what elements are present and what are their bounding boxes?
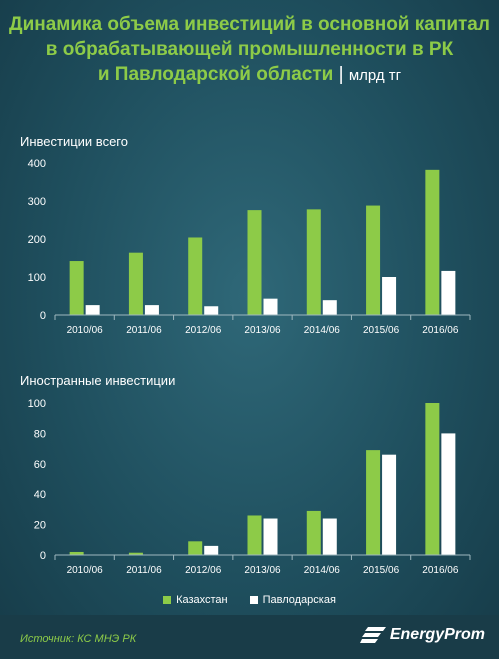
x-tick-label: 2012/06 bbox=[185, 565, 222, 576]
bar-pavlodar bbox=[441, 433, 456, 555]
y-tick-label: 20 bbox=[34, 520, 46, 532]
legend: Казахстан Павлодарская bbox=[0, 594, 499, 606]
panel-2-title: Иностранные инвестиции bbox=[20, 373, 176, 388]
y-tick-label: 80 bbox=[34, 428, 46, 440]
bar-kazakhstan bbox=[188, 237, 203, 315]
bar-kazakhstan bbox=[247, 515, 262, 555]
bar-kazakhstan bbox=[306, 209, 321, 315]
y-tick-label: 0 bbox=[40, 310, 46, 322]
x-tick-label: 2013/06 bbox=[244, 325, 281, 336]
bar-pavlodar bbox=[382, 454, 397, 555]
chart-investments-total: 0 100 200 300 400 2010/06 2011/06 2012/06 2013/0… bbox=[28, 158, 471, 336]
title-line-3: и Павлодарской области | млрд тг bbox=[0, 62, 499, 88]
bar-kazakhstan bbox=[425, 169, 440, 315]
x-tick-label: 2012/06 bbox=[185, 325, 222, 336]
energyprom-logo-icon bbox=[359, 627, 386, 643]
title-line-3-text: и Павлодарской области bbox=[97, 64, 334, 85]
bar-pavlodar bbox=[263, 298, 278, 315]
legend-item-kazakhstan: Казахстан bbox=[163, 594, 228, 606]
bar-kazakhstan bbox=[366, 205, 381, 315]
source-note: Источник: КС МНЭ РК bbox=[20, 633, 137, 645]
y-tick-label: 0 bbox=[40, 550, 46, 562]
x-tick-label: 2014/06 bbox=[304, 325, 341, 336]
brand-logo: EnergyProm bbox=[359, 625, 485, 645]
bar-pavlodar bbox=[441, 270, 456, 315]
y-tick-label: 40 bbox=[34, 489, 46, 501]
bar-kazakhstan bbox=[69, 551, 84, 555]
bar-kazakhstan bbox=[306, 510, 321, 555]
bar-pavlodar bbox=[204, 306, 219, 315]
legend-label-kazakhstan: Казахстан bbox=[176, 594, 228, 606]
x-tick-label: 2013/06 bbox=[244, 565, 281, 576]
y-tick-label: 100 bbox=[28, 398, 46, 410]
bar-pavlodar bbox=[263, 518, 278, 555]
title-separator: | bbox=[338, 64, 344, 85]
title-line-1: Динамика объема инвестиций в основной ка… bbox=[9, 14, 490, 35]
y-tick-label: 200 bbox=[28, 234, 46, 246]
brand-name: EnergyProm bbox=[389, 626, 485, 643]
x-tick-label: 2015/06 bbox=[363, 325, 400, 336]
bar-kazakhstan bbox=[128, 552, 143, 555]
legend-label-pavlodar: Павлодарская bbox=[262, 594, 336, 606]
bar-pavlodar bbox=[322, 518, 337, 555]
title-units: млрд тг bbox=[348, 67, 402, 84]
bar-kazakhstan bbox=[366, 450, 381, 555]
x-tick-label: 2011/06 bbox=[126, 325, 162, 336]
chart-title: Динамика объема инвестиций в основной ка… bbox=[0, 12, 499, 88]
y-tick-label: 100 bbox=[28, 272, 46, 284]
bar-pavlodar bbox=[204, 545, 219, 555]
bar-kazakhstan bbox=[188, 541, 203, 555]
legend-swatch-pavlodar bbox=[249, 596, 258, 604]
bar-pavlodar bbox=[382, 277, 397, 315]
bar-pavlodar bbox=[144, 305, 159, 315]
legend-swatch-kazakhstan bbox=[163, 596, 172, 604]
x-tick-label: 2016/06 bbox=[422, 565, 459, 576]
legend-item-pavlodar: Павлодарская bbox=[249, 594, 336, 606]
y-tick-label: 400 bbox=[28, 158, 46, 170]
footer: Источник: КС МНЭ РК EnergyProm bbox=[0, 615, 499, 659]
bar-pavlodar bbox=[322, 300, 337, 315]
bar-kazakhstan bbox=[69, 261, 84, 315]
bar-kazakhstan bbox=[425, 403, 440, 555]
x-tick-label: 2016/06 bbox=[422, 325, 459, 336]
x-tick-label: 2015/06 bbox=[363, 565, 400, 576]
bar-pavlodar bbox=[85, 305, 100, 315]
x-tick-label: 2010/06 bbox=[67, 565, 104, 576]
y-tick-label: 300 bbox=[28, 196, 46, 208]
x-tick-label: 2014/06 bbox=[304, 565, 341, 576]
panel-1-title: Инвестиции всего bbox=[20, 134, 128, 149]
x-tick-label: 2010/06 bbox=[67, 325, 104, 336]
x-tick-label: 2011/06 bbox=[126, 565, 162, 576]
bar-kazakhstan bbox=[128, 252, 143, 315]
chart-foreign-investments: 0 20 40 60 80 100 2010/06 2011/06 2012/06 2013/06… bbox=[28, 398, 471, 576]
title-line-2: в обрабатывающей промышленности в РК bbox=[45, 39, 454, 60]
bar-kazakhstan bbox=[247, 210, 262, 315]
y-tick-label: 60 bbox=[34, 459, 46, 471]
